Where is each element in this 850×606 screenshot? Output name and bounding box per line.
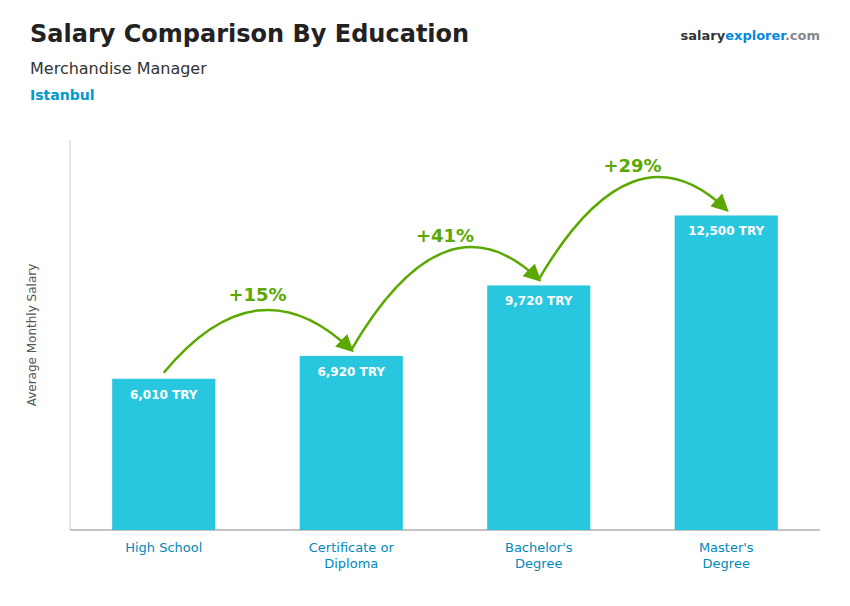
change-label: +15% bbox=[228, 284, 286, 305]
watermark-part: explorer bbox=[725, 28, 787, 43]
change-label: +29% bbox=[603, 155, 661, 176]
watermark: salaryexplorer.com bbox=[681, 28, 820, 43]
value-label: 6,010 TRY bbox=[130, 388, 198, 402]
x-tick-label: Certificate orDiploma bbox=[309, 540, 395, 571]
y-axis-label: Average Monthly Salary bbox=[25, 264, 39, 407]
change-arrow bbox=[164, 310, 352, 373]
x-tick-label: High School bbox=[125, 540, 202, 555]
bar bbox=[112, 379, 215, 530]
value-label: 9,720 TRY bbox=[505, 294, 573, 308]
x-tick-label: Master'sDegree bbox=[699, 540, 754, 571]
change-arrow bbox=[539, 177, 727, 279]
chart: Salary Comparison By Education Merchandis… bbox=[0, 0, 850, 606]
change-label: +41% bbox=[416, 225, 474, 246]
y-axis-line bbox=[70, 140, 71, 530]
watermark-part: .com bbox=[785, 28, 820, 43]
value-label: 12,500 TRY bbox=[688, 224, 764, 238]
subtitle: Merchandise Manager bbox=[30, 59, 207, 78]
city: Istanbul bbox=[30, 87, 94, 103]
watermark-part: salary bbox=[681, 28, 726, 43]
value-label: 6,920 TRY bbox=[317, 365, 385, 379]
title: Salary Comparison By Education bbox=[30, 20, 469, 48]
change-arrow bbox=[351, 247, 539, 350]
bars bbox=[112, 215, 778, 530]
background bbox=[0, 0, 850, 606]
x-tick-label: Bachelor'sDegree bbox=[505, 540, 573, 571]
bar bbox=[300, 356, 403, 530]
bar bbox=[487, 285, 590, 530]
bar bbox=[675, 215, 778, 530]
